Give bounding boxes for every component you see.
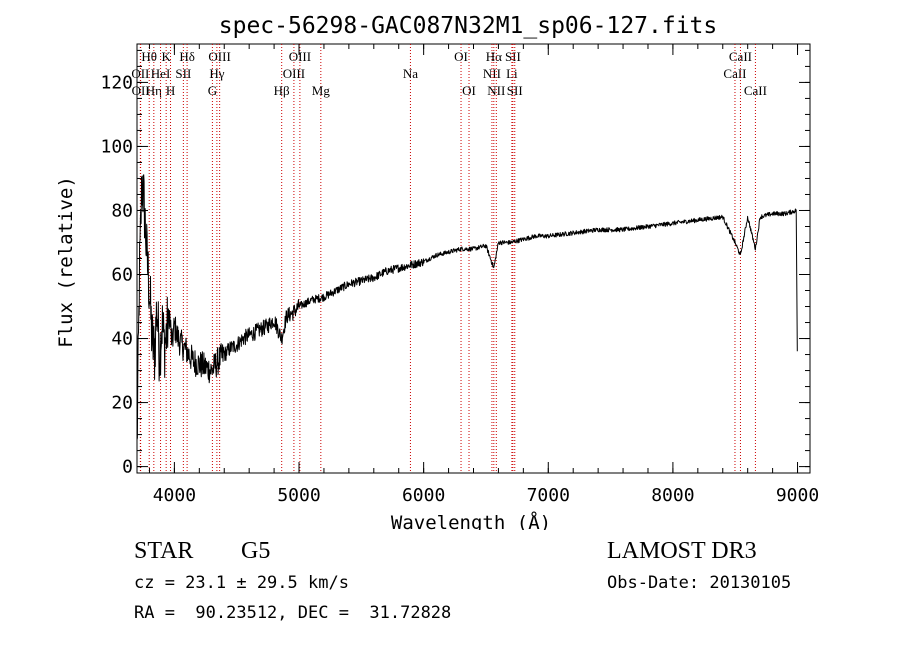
object-type: STAR — [134, 538, 194, 564]
spectral-line-label: Na — [403, 66, 418, 81]
redshift-cz: cz = 23.1 ± 29.5 km/s — [134, 573, 349, 593]
spectral-line-label: G — [208, 83, 217, 98]
coordinates: RA = 90.23512, DEC = 31.72828 — [134, 603, 452, 623]
spectral-line-label: OIII — [208, 49, 230, 64]
spectral-line-label: OIII — [289, 49, 311, 64]
x-tick-label: 7000 — [527, 485, 570, 506]
spectral-line-label: Hδ — [179, 49, 195, 64]
x-tick-label: 6000 — [402, 485, 445, 506]
spectral-subclass: G5 — [241, 538, 271, 564]
survey-name: LAMOST DR3 — [607, 538, 757, 564]
axis-ticks: 4000 5000 6000 7000 8000 9000 0 20 40 60 80 100 120 — [100, 44, 819, 506]
spectral-line-label: SII — [175, 66, 191, 81]
x-axis-label: Wavelength (Å) — [391, 511, 551, 530]
spectrum-series — [136, 174, 798, 440]
spectral-line-label: Li — [506, 66, 518, 81]
spectral-line-label: CaII — [744, 83, 767, 98]
spectral-line-label: H — [166, 83, 175, 98]
spectral-line-label: OII — [132, 83, 150, 98]
obs-date: Obs-Date: 20130105 — [607, 573, 792, 593]
y-tick-label: 100 — [100, 136, 133, 157]
spectral-line-label: Mg — [312, 83, 331, 98]
chart-title: spec-56298-GAC087N32M1_sp06-127.fits — [219, 13, 718, 39]
plot-frame — [136, 43, 811, 474]
spectral-line-label: SII — [505, 49, 521, 64]
x-tick-label: 8000 — [651, 485, 694, 506]
spectral-lines: OIIOIIHθHηHeIKHSIIHδGHγOIIIHβOIIIOIIIMgN… — [131, 44, 767, 473]
y-tick-label: 60 — [111, 265, 133, 286]
spectral-line-label: K — [161, 49, 171, 64]
spectral-line-label: HeI — [151, 66, 171, 81]
y-tick-label: 20 — [111, 393, 133, 414]
spectral-line-label: Hγ — [209, 66, 224, 81]
spectral-line-label: NII — [483, 66, 501, 81]
y-tick-label: 80 — [111, 200, 133, 221]
spectral-line-label: SII — [507, 83, 523, 98]
x-tick-label: 4000 — [153, 485, 196, 506]
spectral-line-label: Hη — [146, 83, 162, 98]
spectrum-chart: spec-56298-GAC087N32M1_sp06-127.fits OII… — [55, 13, 819, 530]
spectral-line-label: OI — [454, 49, 468, 64]
spectrum-line — [136, 174, 798, 440]
x-tick-label: 9000 — [776, 485, 819, 506]
spectral-line-label: Hθ — [141, 49, 157, 64]
spectral-line-label: CaII — [723, 66, 746, 81]
spectral-line-label: OIII — [283, 66, 305, 81]
spectral-line-label: CaII — [729, 49, 752, 64]
y-axis-label: Flux (relative) — [55, 176, 77, 348]
spectral-line-label: OI — [462, 83, 476, 98]
spectral-line-label: NII — [487, 83, 505, 98]
y-tick-label: 40 — [111, 329, 133, 350]
spectral-line-label: Hα — [486, 49, 502, 64]
spectral-line-label: Hβ — [274, 83, 290, 98]
x-tick-label: 5000 — [277, 485, 320, 506]
y-tick-label: 120 — [100, 72, 133, 93]
y-tick-label: 0 — [122, 457, 133, 478]
spectral-line-label: OII — [131, 66, 149, 81]
